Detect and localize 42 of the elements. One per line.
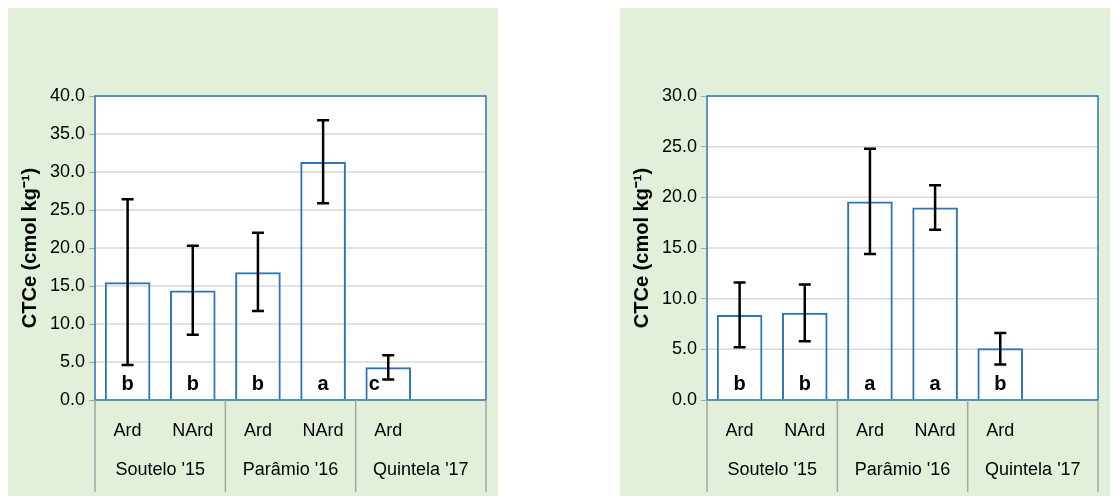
data-label: a [929,372,942,394]
x-tick-label: NArd [172,419,214,440]
y-tick-label: 15.0 [661,236,698,257]
y-axis-title: CTCe (cmol kg⁻¹) [629,167,652,329]
y-tick-label: 35.0 [49,122,86,143]
data-label: b [251,372,265,394]
y-axis-title: CTCe (cmol kg⁻¹) [17,167,40,329]
data-label: b [121,372,134,394]
text: Soutelo '15 [115,458,205,479]
y-tick-label: 20.0 [661,186,698,207]
x-tick-label: Ard [243,419,272,440]
y-tick-label: 15.0 [49,274,86,295]
x-tick-label: NArd [784,419,826,440]
text: Quintela '17 [373,458,469,479]
x-tick-label: Ard [725,419,754,440]
data-label: a [864,372,877,394]
y-tick-label: 25.0 [661,135,698,156]
y-tick-label: 5.0 [60,350,86,371]
y-tick-label: 30.0 [661,84,698,105]
text: Quintela '17 [985,458,1081,479]
y-tick-label: 0.0 [672,388,698,409]
y-tick-label: 25.0 [49,198,86,219]
x-tick-label: NArd [302,419,344,440]
y-tick-label: 40.0 [49,84,86,105]
y-tick-label: 10.0 [49,312,86,333]
y-tick-label: 0.0 [60,388,86,409]
y-tick-label: 20.0 [49,236,86,257]
y-tick-label: 5.0 [672,338,698,359]
x-tick-label: Ard [986,419,1015,440]
data-label: a [317,372,330,394]
text: Parâmio '16 [242,458,339,479]
x-tick-label: Ard [374,419,403,440]
x-tick-label: Ard [113,419,142,440]
text: Parâmio '16 [854,458,951,479]
x-tick-label: NArd [914,419,956,440]
text: Soutelo '15 [727,458,817,479]
y-tick-label: 30.0 [49,160,86,181]
data-label: b [798,372,811,394]
y-tick-label: 10.0 [661,287,698,308]
x-tick-label: Ard [855,419,884,440]
data-label: b [186,372,199,394]
data-label: b [733,372,746,394]
